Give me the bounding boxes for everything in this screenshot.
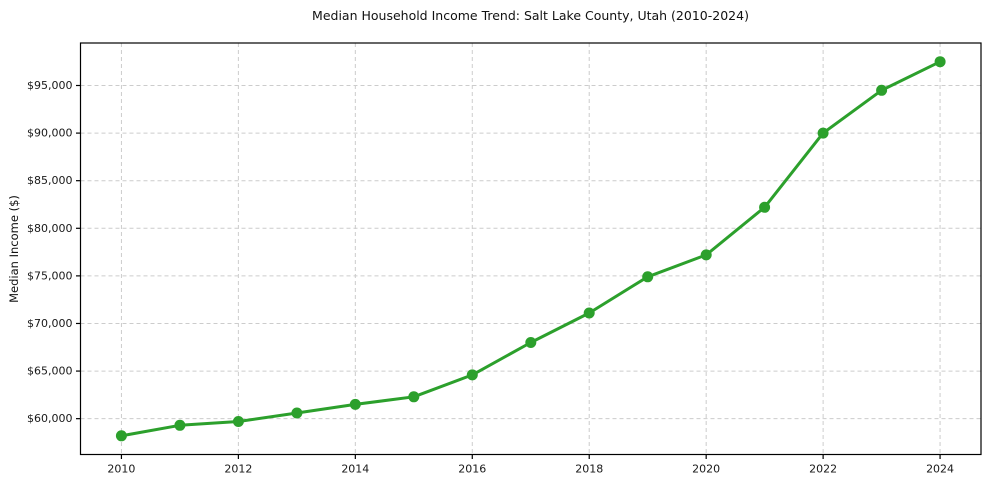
y-tick-label: $90,000 — [27, 127, 73, 140]
data-point — [408, 391, 420, 403]
data-point — [759, 201, 771, 213]
data-point — [466, 369, 478, 381]
y-tick-label: $70,000 — [27, 317, 73, 330]
data-point — [291, 407, 303, 419]
data-point — [700, 249, 712, 261]
data-point — [876, 84, 888, 96]
plot-border — [79, 42, 982, 456]
data-point — [115, 430, 127, 442]
x-tick-label: 2014 — [341, 463, 369, 476]
y-tick-label: $85,000 — [27, 174, 73, 187]
x-tick-label: 2020 — [692, 463, 720, 476]
y-tick-label: $75,000 — [27, 269, 73, 282]
chart-title: Median Household Income Trend: Salt Lake… — [312, 8, 749, 23]
x-tick-label: 2010 — [107, 463, 135, 476]
x-tick-label: 2018 — [575, 463, 603, 476]
y-tick-label: $60,000 — [27, 412, 73, 425]
data-point — [817, 127, 829, 139]
x-tick-label: 2012 — [224, 463, 252, 476]
y-tick-label: $80,000 — [27, 222, 73, 235]
y-tick-label: $95,000 — [27, 79, 73, 92]
x-tick-label: 2024 — [926, 463, 954, 476]
data-point — [349, 398, 361, 410]
data-point — [583, 307, 595, 319]
y-tick-label: $65,000 — [27, 365, 73, 378]
x-tick-label: 2022 — [809, 463, 837, 476]
data-line — [119, 60, 942, 438]
data-point — [525, 337, 537, 348]
data-point — [934, 56, 946, 68]
data-point — [232, 416, 244, 427]
data-point — [174, 419, 186, 431]
x-tick-label: 2016 — [458, 463, 486, 476]
data-point — [642, 271, 654, 283]
